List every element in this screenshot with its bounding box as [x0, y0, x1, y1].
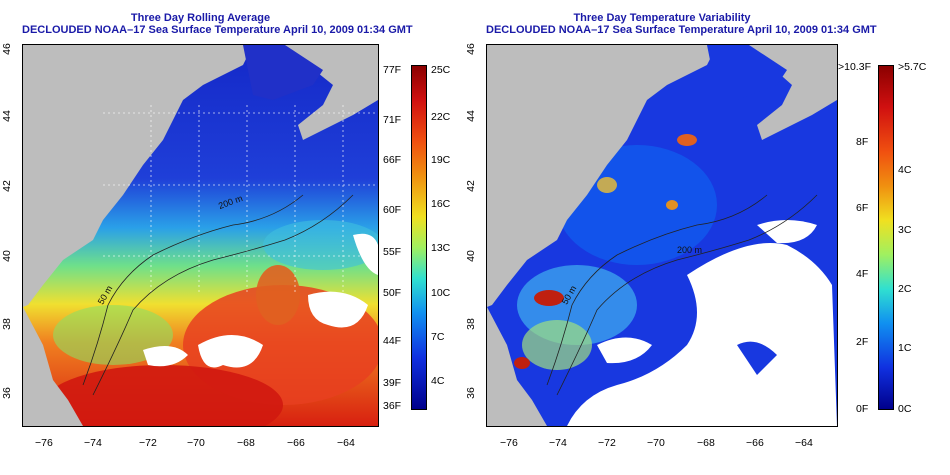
warm-south [43, 365, 283, 426]
right-cbar-c: >5.7C [898, 61, 927, 73]
left-ytick: 44 [1, 110, 13, 122]
land-nova-scotia [283, 45, 378, 140]
left-cbar-f: 71F [383, 114, 402, 126]
variability-zone [522, 320, 592, 370]
right-colorbar [878, 65, 894, 410]
right-xtick: −66 [746, 437, 764, 449]
left-cbar-f: 55F [383, 246, 402, 258]
right-ytick: 42 [465, 180, 477, 192]
left-cbar-c: 22C [431, 111, 451, 123]
right-cbar-f: 8F [856, 136, 869, 148]
warm-eddy [256, 265, 300, 325]
left-ytick: 36 [1, 387, 13, 399]
right-ytick: 40 [465, 250, 477, 262]
left-cbar-c: 4C [431, 375, 445, 387]
right-xtick: −76 [500, 437, 518, 449]
left-ytick: 40 [1, 250, 13, 262]
high-variability [534, 290, 564, 306]
right-cbar-c: 2C [898, 283, 912, 295]
nodata-patch [597, 337, 652, 364]
bay-of-fundy [243, 45, 323, 100]
left-cbar-f: 50F [383, 287, 402, 299]
left-xtick: −68 [237, 437, 255, 449]
right-cbar-c: 0C [898, 403, 912, 415]
contour-200m [92, 194, 354, 396]
high-variability [514, 357, 530, 369]
land-nova-scotia [747, 45, 837, 140]
right-xtick: −74 [549, 437, 567, 449]
high-variability [597, 177, 617, 193]
left-cbar-f: 44F [383, 335, 402, 347]
left-cbar-c: 16C [431, 198, 451, 210]
right-xtick: −64 [795, 437, 813, 449]
left-cbar-c: 25C [431, 64, 451, 76]
nodata-patch [143, 346, 188, 367]
right-ytick: 38 [465, 318, 477, 330]
right-cbar-c: 4C [898, 164, 912, 176]
bay-of-fundy [707, 45, 787, 100]
lat-lon-grid [103, 105, 378, 295]
left-cbar-c: 10C [431, 287, 451, 299]
left-ytick: 42 [1, 180, 13, 192]
contour-200m [556, 194, 818, 396]
right-subtitle: DECLOUDED NOAA–17 Sea Surface Temperatur… [486, 24, 877, 36]
contour-50m [546, 194, 768, 386]
right-cbar-c: 3C [898, 224, 912, 236]
right-cbar-f: 0F [856, 403, 869, 415]
right-ytick: 36 [465, 387, 477, 399]
right-title: Three Day Temperature Variability [573, 12, 751, 24]
left-cbar-f: 60F [383, 204, 402, 216]
left-cbar-c: 19C [431, 154, 451, 166]
right-xtick: −70 [647, 437, 665, 449]
left-ytick: 38 [1, 318, 13, 330]
left-colorbar [411, 65, 427, 410]
left-xtick: −70 [187, 437, 205, 449]
right-map: 50 m 200 m [486, 44, 838, 427]
contour-label-200m: 200 m [677, 245, 703, 255]
nodata-patch [353, 233, 378, 275]
left-xtick: −66 [287, 437, 305, 449]
high-variability [677, 134, 697, 146]
left-subtitle: DECLOUDED NOAA–17 Sea Surface Temperatur… [22, 24, 413, 36]
left-map: 50 m 200 m [22, 44, 379, 427]
left-xtick: −64 [337, 437, 355, 449]
left-cbar-f: 36F [383, 400, 402, 412]
left-xtick: −72 [139, 437, 157, 449]
land-us-coast [23, 45, 253, 307]
right-cbar-f: >10.3F [838, 61, 871, 73]
nodata-patch [567, 243, 837, 426]
right-cbar-f: 6F [856, 202, 869, 214]
left-cbar-c: 13C [431, 242, 451, 254]
nodata-patch [308, 291, 368, 328]
land-us-coast [487, 45, 717, 307]
left-cbar-f: 66F [383, 154, 402, 166]
left-ytick: 46 [1, 43, 13, 55]
right-xtick: −72 [598, 437, 616, 449]
right-cbar-f: 2F [856, 336, 869, 348]
right-cbar-c: 1C [898, 342, 912, 354]
left-xtick: −76 [35, 437, 53, 449]
left-cbar-f: 39F [383, 377, 402, 389]
left-title: Three Day Rolling Average [130, 12, 271, 24]
left-cbar-c: 7C [431, 331, 445, 343]
left-xtick: −74 [84, 437, 102, 449]
right-xtick: −68 [697, 437, 715, 449]
nodata-patch [757, 220, 817, 244]
high-variability [666, 200, 678, 210]
variability-zone [737, 341, 777, 375]
contour-50m [82, 194, 304, 386]
right-ytick: 44 [465, 110, 477, 122]
land-carolina [23, 307, 83, 426]
nodata-patch [198, 335, 263, 368]
right-ytick: 46 [465, 43, 477, 55]
slope-water [263, 220, 378, 270]
right-cbar-f: 4F [856, 268, 869, 280]
left-cbar-f: 77F [383, 64, 402, 76]
land-carolina [487, 307, 547, 426]
